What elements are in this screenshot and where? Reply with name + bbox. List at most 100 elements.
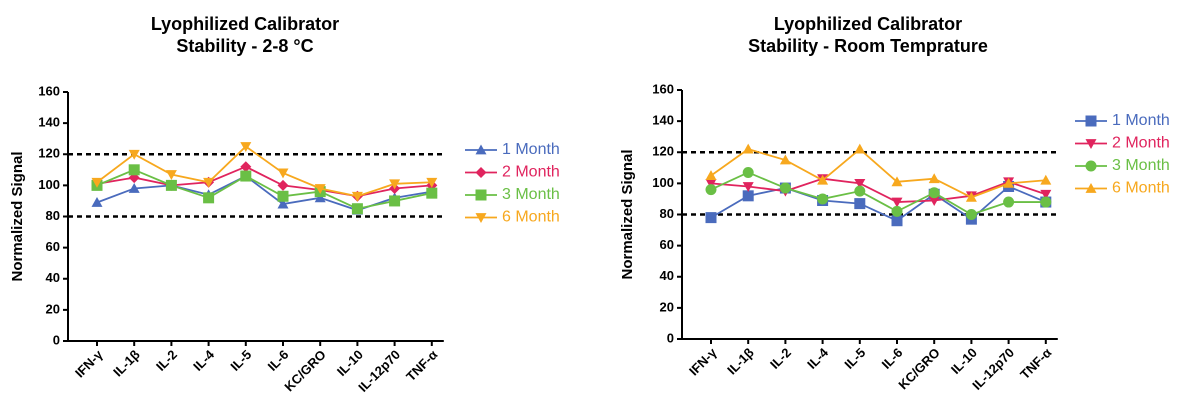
- marker: [203, 192, 215, 204]
- y-tick-label: 140: [38, 115, 60, 130]
- marker: [817, 174, 829, 185]
- x-tick-label: IFN-γ: [686, 344, 720, 378]
- chart-title: Stability - Room Temprature: [748, 36, 988, 56]
- marker: [277, 190, 289, 202]
- marker: [1085, 183, 1097, 193]
- y-axis-label: Normalized Signal: [9, 151, 26, 281]
- series-line: [96, 165, 432, 198]
- y-tick-label: 160: [38, 83, 60, 98]
- y-tick-label: 40: [46, 270, 60, 285]
- x-tick-label: IL-1β: [110, 347, 143, 380]
- marker: [742, 182, 754, 192]
- marker: [389, 195, 401, 207]
- legend-label: 2 Month: [502, 164, 560, 181]
- marker: [277, 179, 289, 191]
- marker: [1085, 139, 1097, 149]
- marker: [277, 198, 289, 209]
- series-line: [710, 147, 1046, 199]
- x-tick-label: IL-4: [804, 344, 831, 371]
- y-tick-label: 60: [660, 237, 674, 252]
- series-line: [710, 171, 1046, 216]
- marker: [1003, 177, 1015, 188]
- x-tick-label: IL-10: [334, 347, 366, 379]
- marker: [475, 213, 487, 223]
- x-tick-label: IL-4: [190, 346, 217, 373]
- marker: [240, 142, 252, 152]
- marker: [1040, 189, 1052, 200]
- marker: [891, 197, 903, 208]
- marker: [91, 177, 103, 188]
- y-tick-label: 140: [652, 113, 674, 128]
- y-tick-label: 80: [660, 206, 674, 221]
- y-axis-label: Normalized Signal: [619, 149, 636, 279]
- marker: [426, 177, 438, 188]
- marker: [854, 198, 866, 210]
- y-tick-label: 60: [46, 239, 60, 254]
- x-tick-label: IL-2: [767, 345, 794, 372]
- marker: [351, 191, 363, 202]
- marker: [1003, 196, 1015, 208]
- marker: [779, 154, 791, 165]
- marker: [165, 170, 177, 180]
- series-line: [96, 168, 432, 210]
- legend-label: 6 Month: [1112, 180, 1170, 197]
- marker: [891, 205, 903, 217]
- marker: [854, 143, 866, 154]
- x-tick-label: IFN-γ: [72, 346, 106, 380]
- marker: [1085, 115, 1097, 127]
- y-tick-label: 20: [660, 299, 674, 314]
- x-tick-label: IL-6: [879, 345, 906, 372]
- y-tick-label: 100: [652, 175, 674, 190]
- marker: [1085, 160, 1097, 172]
- marker: [128, 182, 140, 193]
- legend-label: 1 Month: [1112, 112, 1170, 129]
- marker: [128, 164, 140, 176]
- marker: [742, 166, 754, 178]
- marker: [240, 170, 252, 182]
- marker: [1040, 174, 1052, 185]
- marker: [817, 193, 829, 205]
- marker: [965, 209, 977, 220]
- marker: [705, 184, 717, 196]
- x-tick-label: KC/GRO: [281, 347, 328, 394]
- x-tick-label: TNF-α: [1017, 345, 1054, 382]
- marker: [165, 179, 177, 191]
- x-tick-label: IL-2: [153, 347, 180, 374]
- marker: [475, 189, 487, 201]
- marker: [705, 178, 717, 189]
- x-tick-label: TNF-α: [403, 347, 440, 384]
- chart-title: Stability - 2-8 °C: [176, 36, 313, 56]
- chart-title: Lyophilized Calibrator: [151, 14, 339, 34]
- x-tick-label: IL-6: [265, 347, 292, 374]
- y-tick-label: 100: [38, 177, 60, 192]
- chart-title: Lyophilized Calibrator: [774, 14, 962, 34]
- marker: [1040, 196, 1052, 208]
- x-tick-label: IL-5: [227, 347, 254, 374]
- marker: [928, 196, 940, 206]
- marker: [928, 187, 940, 199]
- legend-label: 3 Month: [1112, 157, 1170, 174]
- marker: [91, 196, 103, 207]
- marker: [742, 143, 754, 154]
- y-tick-label: 160: [652, 81, 674, 96]
- legend-label: 3 Month: [502, 186, 560, 203]
- marker: [475, 144, 487, 155]
- marker: [965, 191, 977, 202]
- marker: [928, 173, 940, 184]
- x-tick-label: IL-5: [841, 345, 868, 372]
- series-line: [96, 145, 432, 198]
- y-tick-label: 40: [660, 268, 674, 283]
- marker: [277, 168, 289, 179]
- marker: [705, 170, 717, 180]
- x-tick-label: KC/GRO: [895, 345, 942, 392]
- legend-label: 6 Month: [502, 209, 560, 226]
- y-tick-label: 80: [46, 208, 60, 223]
- y-tick-label: 120: [38, 146, 60, 161]
- marker: [203, 177, 215, 188]
- series-line: [710, 177, 1047, 203]
- marker: [779, 182, 791, 194]
- marker: [891, 176, 903, 187]
- legend-label: 2 Month: [1112, 135, 1170, 152]
- marker: [742, 190, 754, 202]
